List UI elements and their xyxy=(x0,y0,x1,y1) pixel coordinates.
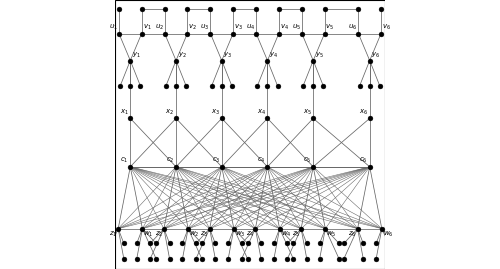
Text: $x_1$: $x_1$ xyxy=(120,108,128,117)
Text: $w_6$: $w_6$ xyxy=(383,230,394,239)
Text: $x_5$: $x_5$ xyxy=(302,108,312,117)
Text: $c_2$: $c_2$ xyxy=(166,156,174,165)
Text: $v_4$: $v_4$ xyxy=(280,23,288,32)
Text: $x_6$: $x_6$ xyxy=(359,108,368,117)
Text: $c_4$: $c_4$ xyxy=(257,156,266,165)
Text: $z_2$: $z_2$ xyxy=(154,230,163,239)
Text: $u_1$: $u_1$ xyxy=(109,23,118,32)
Text: $z_4$: $z_4$ xyxy=(246,230,254,239)
Text: $z_3$: $z_3$ xyxy=(200,230,208,239)
Text: $w_4$: $w_4$ xyxy=(280,230,291,239)
Text: $w_5$: $w_5$ xyxy=(326,230,336,239)
Text: $y_1$: $y_1$ xyxy=(132,51,141,60)
Text: $z_5$: $z_5$ xyxy=(292,230,300,239)
Text: $y_3$: $y_3$ xyxy=(224,51,232,60)
Text: $u_6$: $u_6$ xyxy=(348,23,358,32)
Text: $v_1$: $v_1$ xyxy=(142,23,152,32)
Text: $x_3$: $x_3$ xyxy=(211,108,220,117)
Text: $u_3$: $u_3$ xyxy=(200,23,209,32)
Text: $y_6$: $y_6$ xyxy=(372,51,380,60)
Text: $c_1$: $c_1$ xyxy=(120,156,128,165)
Text: $v_3$: $v_3$ xyxy=(234,23,243,32)
Text: $y_4$: $y_4$ xyxy=(269,51,278,60)
Text: $u_5$: $u_5$ xyxy=(292,23,301,32)
Text: $x_4$: $x_4$ xyxy=(256,108,266,117)
Text: $y_5$: $y_5$ xyxy=(315,51,324,60)
Text: $z_6$: $z_6$ xyxy=(348,230,356,239)
Text: $c_5$: $c_5$ xyxy=(303,156,312,165)
Text: $c_6$: $c_6$ xyxy=(360,156,368,165)
Text: $u_4$: $u_4$ xyxy=(246,23,255,32)
Text: $z_1$: $z_1$ xyxy=(109,230,117,239)
Text: $w_2$: $w_2$ xyxy=(189,230,200,239)
Text: $u_2$: $u_2$ xyxy=(154,23,164,32)
Text: $x_2$: $x_2$ xyxy=(166,108,174,117)
Text: $y_2$: $y_2$ xyxy=(178,51,186,60)
Text: $v_5$: $v_5$ xyxy=(326,23,334,32)
Text: $c_3$: $c_3$ xyxy=(212,156,220,165)
Text: $v_2$: $v_2$ xyxy=(188,23,197,32)
Text: $w_1$: $w_1$ xyxy=(144,230,154,239)
Text: $w_3$: $w_3$ xyxy=(235,230,246,239)
Text: $v_6$: $v_6$ xyxy=(382,23,391,32)
